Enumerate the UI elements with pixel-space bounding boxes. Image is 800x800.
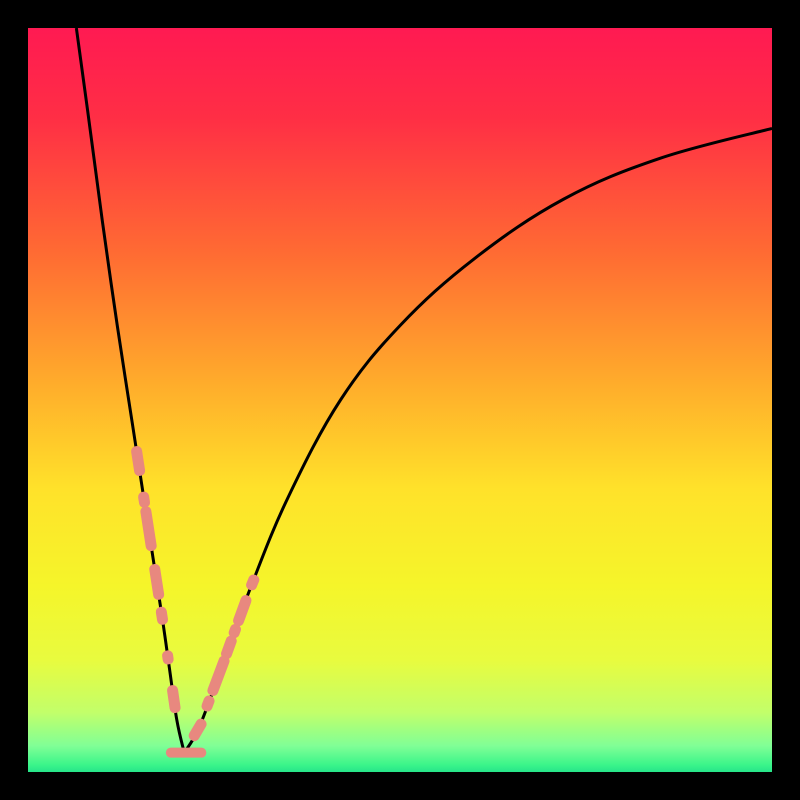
plot-area: [28, 28, 772, 772]
bead-marker: [137, 491, 150, 508]
right-curve: [184, 128, 772, 752]
bead-marker: [149, 563, 165, 600]
bead-marker: [232, 594, 253, 628]
bead-marker: [166, 684, 181, 713]
bead-marker: [220, 634, 239, 660]
left-curve: [76, 28, 184, 753]
bead-marker: [161, 650, 174, 665]
bead-marker: [187, 717, 209, 743]
chart-svg: [28, 28, 772, 772]
bead-marker: [200, 694, 216, 713]
chart-stage: TheBottleneck.com: [0, 0, 800, 800]
bead-marker: [130, 445, 145, 476]
bead-marker: [245, 573, 261, 592]
bead-marker: [206, 654, 231, 697]
bead-marker: [140, 506, 158, 552]
bead-marker: [155, 606, 169, 625]
